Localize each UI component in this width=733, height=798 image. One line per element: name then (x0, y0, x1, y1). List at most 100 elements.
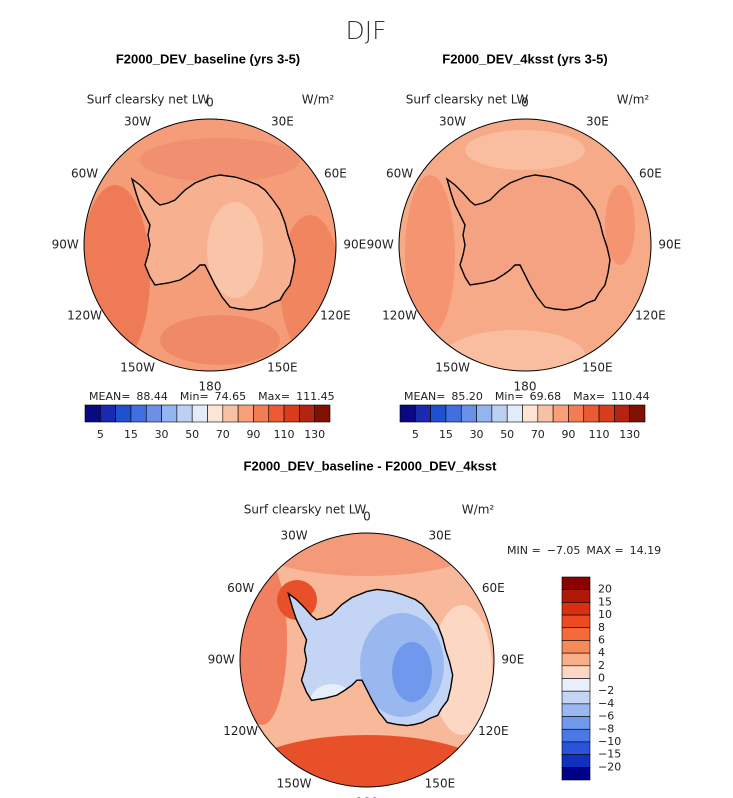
colorbar-label: 15 (124, 428, 138, 441)
colorbar-label: 50 (500, 428, 514, 441)
stat-label: Max= (258, 390, 290, 403)
units-label: W/m² (302, 93, 335, 107)
colorbar-label: 90 (246, 428, 260, 441)
colorbar-box (561, 728, 591, 743)
colorbar-box (561, 602, 591, 616)
longitude-label: 60E (639, 167, 662, 181)
longitude-label: 120W (382, 309, 417, 323)
panel-title: F2000_DEV_baseline (yrs 3-5) (116, 51, 300, 66)
stat-value: 14.19 (630, 544, 662, 557)
panel-title: F2000_DEV_4ksst (yrs 3-5) (442, 51, 608, 66)
colorbar-box (283, 404, 300, 423)
longitude-label: 90E (658, 238, 681, 252)
colorbar-box (561, 741, 591, 755)
colorbar-box (561, 678, 591, 692)
map-border (398, 118, 652, 372)
colorbar-box (415, 404, 431, 423)
colorbar-label: 6 (598, 633, 605, 646)
colorbar-box (506, 404, 523, 423)
longitude-label: 30W (439, 115, 466, 129)
colorbar-box (84, 404, 101, 423)
longitude-label: 0 (206, 96, 214, 110)
longitude-label: 180 (199, 380, 222, 394)
field-region (405, 175, 455, 335)
colorbar-box (130, 404, 147, 423)
colorbar-label: 4 (598, 646, 605, 659)
colorbar-box (176, 404, 193, 423)
colorbar-box (268, 404, 285, 423)
colorbar-label: 130 (619, 428, 640, 441)
longitude-label: 150E (267, 360, 298, 374)
colorbar-box (561, 665, 591, 679)
stat-value: 69.68 (530, 390, 562, 403)
colorbar-box (476, 404, 493, 423)
map-border (239, 532, 495, 788)
stat-label: Max= (573, 390, 605, 403)
colorbar-box (561, 652, 591, 667)
stats: MEAN= 88.44 Min= 74.65 Max= 111.45 (89, 390, 335, 403)
longitude-label: 30W (280, 529, 307, 543)
colorbar-box (537, 404, 554, 423)
colorbar-label: 70 (531, 428, 545, 441)
longitude-label: 60W (71, 167, 98, 181)
colorbar-box (115, 404, 132, 423)
longitude-label: 90E (501, 653, 524, 667)
colorbar-box (583, 404, 600, 423)
figure-title: DJF (345, 16, 386, 45)
map (84, 119, 336, 371)
colorbar-box (522, 404, 539, 423)
longitude-label: 30E (586, 115, 609, 129)
colorbar-label: −6 (598, 710, 614, 723)
colorbar-label: 10 (598, 608, 612, 621)
colorbar-box (145, 404, 162, 423)
longitude-label: 60W (227, 581, 254, 595)
variable-label: Surf clearsky net LW (244, 503, 367, 517)
stat-value: −7.05 (547, 544, 581, 557)
colorbar-label: 15 (598, 595, 612, 608)
colorbar-box (491, 404, 508, 423)
colorbar-box (552, 404, 569, 423)
longitude-label: 120W (67, 309, 102, 323)
longitude-label: 120E (635, 309, 666, 323)
colorbar-box (191, 404, 208, 423)
colorbar-box (561, 576, 591, 590)
stat-value: 88.44 (136, 390, 168, 403)
units-label: W/m² (462, 503, 495, 517)
colorbar-box (299, 404, 315, 423)
colorbar-label: −20 (598, 760, 621, 773)
colorbar-box (629, 404, 646, 423)
longitude-label: 90W (52, 238, 79, 252)
stat-label: Min= (495, 390, 524, 403)
map (240, 533, 494, 787)
stat-label: MEAN= (404, 390, 445, 403)
colorbar-label: −15 (598, 748, 621, 761)
colorbar-box (561, 754, 591, 768)
units-label: W/m² (617, 93, 650, 107)
variable-label: Surf clearsky net LW (406, 93, 529, 107)
longitude-label: 150W (120, 360, 155, 374)
longitude-label: 120W (223, 724, 258, 738)
stat-label: MEAN= (89, 390, 130, 403)
colorbar-label: −2 (598, 684, 614, 697)
colorbar-box (100, 404, 116, 423)
colorbar-box (614, 404, 630, 423)
land-regions (207, 202, 263, 298)
longitude-label: 180 (514, 380, 537, 394)
colorbar-box (161, 404, 178, 423)
colorbar-box (561, 703, 591, 717)
longitude-label: 30E (429, 529, 452, 543)
stat-value: 110.44 (611, 390, 650, 403)
colorbar-label: 90 (561, 428, 575, 441)
colorbar-label: −4 (598, 697, 614, 710)
stat-value: 74.65 (215, 390, 247, 403)
colorbar-box (237, 404, 254, 423)
colorbar-box (561, 589, 591, 603)
colorbar-box (561, 627, 591, 641)
longitude-label: 90E (343, 238, 366, 252)
longitude-label: 120E (320, 309, 351, 323)
longitude-label: 60E (482, 581, 505, 595)
panel-title: F2000_DEV_baseline - F2000_DEV_4ksst (244, 458, 498, 473)
colorbar-box (561, 767, 591, 781)
map-border (83, 118, 337, 372)
